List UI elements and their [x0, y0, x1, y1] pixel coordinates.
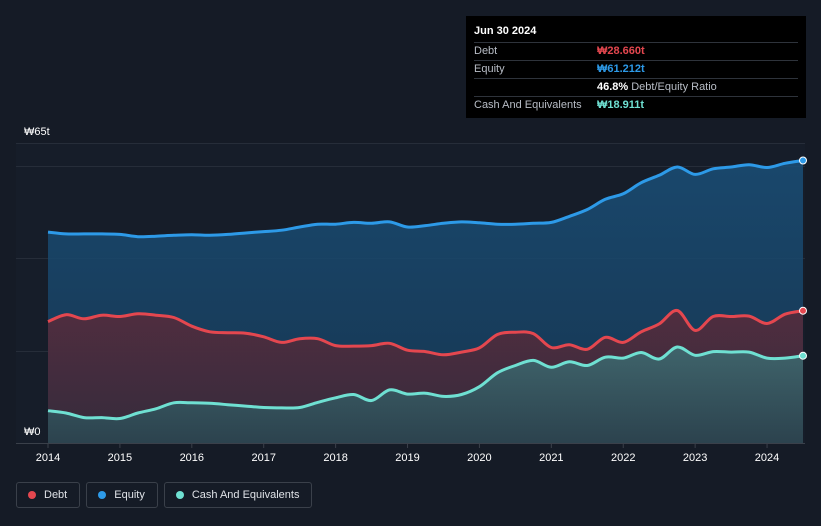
x-axis-ticks: 2014 2015 2016 2017 2018 2019 2020 2021 2022 2023…: [36, 443, 779, 464]
series-areas: [48, 160, 803, 443]
x-tick-label: 2020: [467, 452, 491, 464]
y-top-label: ₩65t: [24, 126, 50, 138]
tooltip-row-debt: Debt ₩28.660t: [474, 42, 798, 60]
x-tick-label: 2014: [36, 452, 60, 464]
legend-label-debt: Debt: [44, 489, 68, 501]
legend-item-equity[interactable]: Equity: [86, 482, 158, 508]
equity-endpoint[interactable]: [799, 156, 807, 165]
x-tick-label: 2019: [395, 452, 419, 464]
equity-line: [47, 159, 804, 239]
legend-label-equity: Equity: [114, 489, 145, 501]
tooltip-value-debt: ₩28.660t: [597, 45, 645, 57]
tooltip-label-cash: Cash And Equivalents: [474, 99, 582, 111]
legend-label-cash: Cash And Equivalents: [191, 489, 300, 501]
tooltip-value-equity: ₩61.212t: [597, 63, 645, 75]
tooltip: Jun 30 2024 Debt ₩28.660t Equity ₩61.212…: [466, 16, 806, 118]
x-tick-label: 2023: [683, 452, 707, 464]
x-tick-label: 2016: [180, 452, 204, 464]
y-bottom-label: ₩0: [24, 426, 41, 438]
debt-endpoint[interactable]: [799, 306, 807, 315]
x-tick-label: 2015: [108, 452, 132, 464]
legend-item-cash[interactable]: Cash And Equivalents: [163, 482, 313, 508]
tooltip-value-cash: ₩18.911t: [597, 99, 645, 111]
cash-area: [48, 346, 803, 443]
tooltip-value-ratio: 46.8%: [597, 81, 629, 93]
tooltip-row-ratio: 46.8% Debt/Equity Ratio: [474, 78, 798, 96]
tooltip-date: Jun 30 2024: [474, 25, 537, 37]
debt-line: [47, 309, 804, 357]
legend-dot-debt: [28, 491, 36, 499]
cash-line: [47, 345, 804, 421]
x-tick-label: 2022: [611, 452, 635, 464]
legend-dot-equity: [98, 491, 107, 499]
tooltip-note-ratio: Debt/Equity Ratio: [631, 81, 717, 93]
tooltip-label-debt: Debt: [474, 45, 498, 57]
legend: Debt Equity Cash And Equivalents: [16, 482, 313, 510]
x-tick-label: 2018: [323, 452, 347, 464]
series-lines: [47, 159, 804, 421]
legend-dot-cash: [175, 491, 184, 499]
tooltip-row-equity: Equity ₩61.212t: [474, 60, 798, 78]
series-endpoints: [799, 156, 807, 360]
cash-endpoint[interactable]: [799, 351, 807, 360]
x-tick-label: 2024: [755, 452, 779, 464]
tooltip-label-equity: Equity: [474, 63, 505, 75]
x-tick-label: 2017: [251, 452, 275, 464]
x-tick-label: 2021: [539, 452, 563, 464]
tooltip-row-cash: Cash And Equivalents ₩18.911t: [474, 96, 798, 114]
legend-item-debt[interactable]: Debt: [16, 482, 81, 508]
